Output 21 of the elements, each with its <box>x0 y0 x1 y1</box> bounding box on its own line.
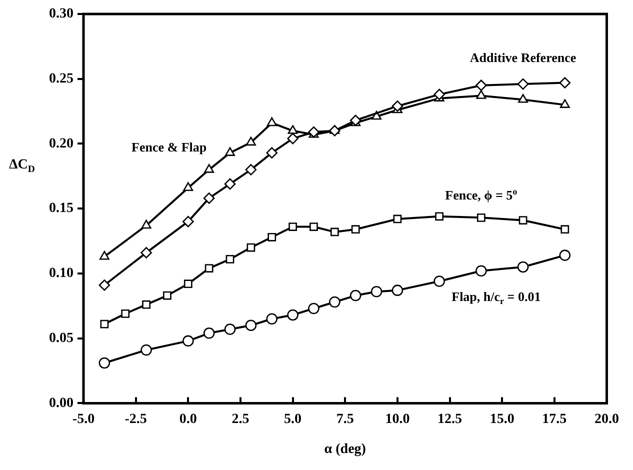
series-label: Additive Reference <box>470 50 576 66</box>
y-tick-label: 0.20 <box>49 136 74 152</box>
x-tick-label: -2.5 <box>124 412 147 428</box>
x-tick-label: -5.0 <box>72 412 95 428</box>
y-tick-label: 0.00 <box>49 396 74 411</box>
x-axis-title: α (deg) <box>324 442 366 458</box>
x-tick-label: 0.0 <box>179 412 197 428</box>
x-tick-label: 12.5 <box>438 412 462 428</box>
x-tick-label: 5.0 <box>284 412 302 428</box>
y-tick-label: 0.25 <box>49 71 74 86</box>
y-tick-label: 0.10 <box>49 266 74 282</box>
series-label: Fence & Flap <box>132 140 207 155</box>
x-tick-label: 17.5 <box>542 412 567 428</box>
x-tick-label: 20.0 <box>594 412 619 428</box>
x-tick-label: 7.5 <box>336 412 354 428</box>
x-tick-label: 2.5 <box>232 412 250 428</box>
y-tick-label: 0.05 <box>49 330 74 346</box>
y-tick-label: 0.30 <box>49 6 74 22</box>
y-tick-label: 0.15 <box>49 201 74 216</box>
x-tick-label: 10.0 <box>385 412 410 428</box>
x-tick-label: 15.0 <box>490 412 514 428</box>
